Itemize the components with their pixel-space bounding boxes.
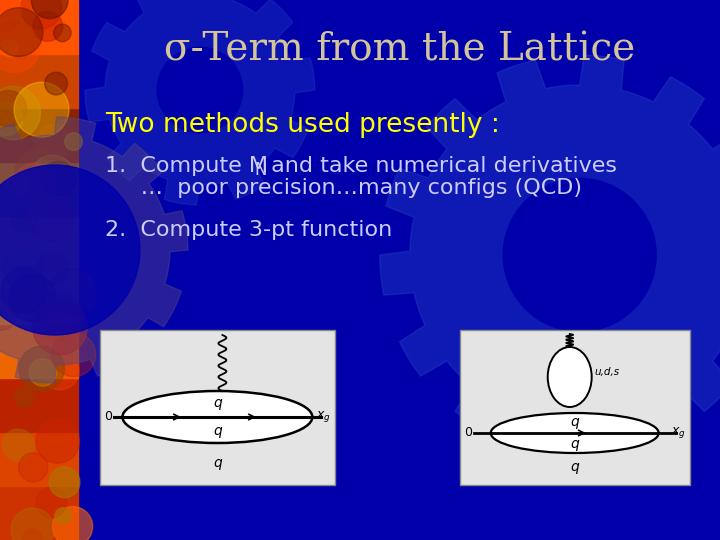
Circle shape	[49, 269, 96, 316]
Circle shape	[31, 0, 68, 19]
Circle shape	[14, 82, 69, 137]
Text: q: q	[213, 456, 222, 470]
Circle shape	[0, 296, 18, 330]
Circle shape	[31, 155, 74, 199]
Bar	[78, 0, 719, 540]
Circle shape	[55, 508, 71, 524]
Bar	[0, 162, 78, 216]
Circle shape	[11, 508, 54, 540]
Circle shape	[19, 453, 48, 482]
Bar	[0, 324, 78, 378]
Circle shape	[503, 179, 656, 332]
Bar	[0, 54, 78, 108]
Bar	[0, 108, 78, 162]
Circle shape	[36, 420, 80, 463]
Circle shape	[44, 302, 83, 342]
Bar	[0, 270, 78, 324]
Polygon shape	[85, 0, 315, 205]
Text: $x_g$: $x_g$	[316, 409, 330, 424]
Bar	[0, 216, 78, 270]
Text: 1.  Compute M: 1. Compute M	[105, 156, 268, 176]
Circle shape	[65, 133, 82, 151]
Bar	[0, 378, 78, 432]
Text: q: q	[570, 460, 579, 474]
Text: 0: 0	[104, 410, 112, 423]
Circle shape	[33, 301, 87, 355]
Polygon shape	[380, 55, 720, 455]
FancyBboxPatch shape	[460, 330, 690, 485]
Text: q: q	[570, 415, 579, 429]
Circle shape	[0, 0, 22, 32]
Circle shape	[49, 467, 80, 498]
Ellipse shape	[122, 391, 312, 443]
Circle shape	[15, 149, 63, 197]
Text: Two methods used presently :: Two methods used presently :	[105, 112, 500, 138]
Text: u,d,s: u,d,s	[595, 367, 620, 377]
Circle shape	[37, 253, 69, 285]
Text: 0: 0	[464, 427, 472, 440]
Text: N: N	[255, 161, 267, 179]
Text: 2.  Compute 3-pt function: 2. Compute 3-pt function	[105, 220, 392, 240]
Circle shape	[21, 0, 62, 29]
Circle shape	[45, 72, 68, 95]
Circle shape	[53, 507, 93, 540]
Circle shape	[41, 161, 76, 196]
Circle shape	[36, 488, 66, 518]
Circle shape	[0, 8, 43, 57]
Circle shape	[0, 102, 23, 136]
Circle shape	[53, 24, 71, 42]
Circle shape	[35, 124, 71, 160]
Circle shape	[3, 247, 44, 288]
Circle shape	[52, 333, 96, 377]
Circle shape	[19, 346, 64, 391]
Ellipse shape	[491, 413, 659, 453]
Circle shape	[12, 207, 37, 233]
Polygon shape	[0, 117, 188, 383]
Circle shape	[0, 86, 40, 140]
Circle shape	[27, 195, 73, 241]
Bar	[0, 486, 78, 540]
Circle shape	[1, 267, 47, 313]
Text: q: q	[213, 396, 222, 410]
Text: q: q	[213, 424, 222, 438]
Bar	[0, 0, 78, 54]
Circle shape	[0, 22, 40, 72]
Text: …  poor precision…many configs (QCD): … poor precision…many configs (QCD)	[105, 178, 582, 198]
Circle shape	[14, 388, 34, 407]
Bar	[0, 432, 78, 486]
Ellipse shape	[548, 347, 592, 407]
Text: and take numerical derivatives: and take numerical derivatives	[264, 156, 617, 176]
Circle shape	[9, 274, 56, 321]
Circle shape	[29, 359, 56, 386]
Text: q: q	[570, 437, 579, 451]
Text: $x_g$: $x_g$	[671, 426, 685, 441]
Text: σ-Term from the Lattice: σ-Term from the Lattice	[164, 31, 636, 69]
Circle shape	[1, 39, 18, 57]
Circle shape	[7, 173, 29, 195]
Circle shape	[2, 429, 34, 461]
Circle shape	[40, 351, 79, 390]
Circle shape	[14, 163, 56, 205]
FancyBboxPatch shape	[100, 330, 335, 485]
Circle shape	[157, 47, 243, 133]
Circle shape	[33, 11, 63, 41]
Circle shape	[0, 165, 140, 335]
Circle shape	[0, 91, 27, 126]
Circle shape	[22, 529, 42, 540]
Circle shape	[30, 291, 82, 343]
